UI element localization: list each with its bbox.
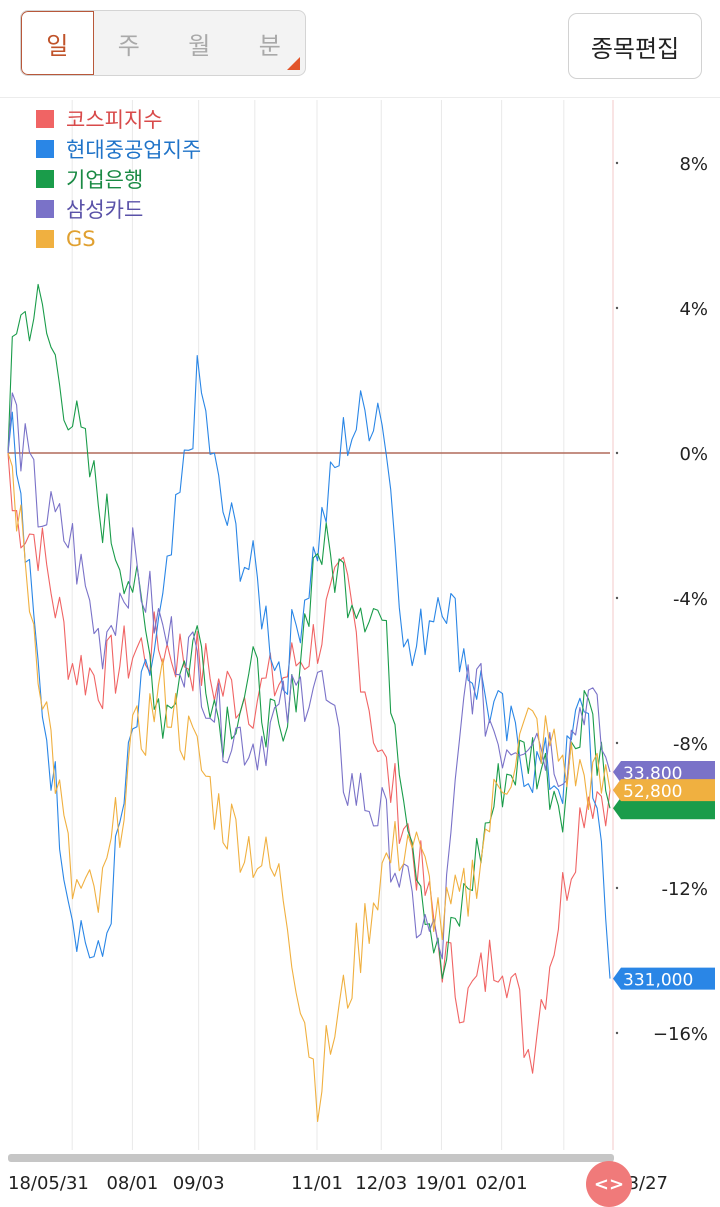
x-tick-label: 19/01	[416, 1173, 468, 1194]
last-value-tag	[613, 761, 715, 783]
last-value-tag	[613, 797, 715, 820]
x-tick-label: 11/01	[291, 1173, 343, 1194]
y-tick-mark	[615, 886, 619, 890]
legend-label: 삼성카드	[66, 198, 144, 222]
legend-item[interactable]: 현대중공업지주	[36, 134, 201, 164]
last-value-tag	[613, 779, 715, 802]
tab-day[interactable]: 일	[21, 11, 94, 75]
x-tick-label: 12/03	[355, 1173, 407, 1194]
y-tick-mark	[615, 1031, 619, 1035]
legend-item[interactable]: GS	[36, 224, 201, 254]
last-value-label: 33,800	[623, 764, 682, 784]
legend-swatch	[36, 110, 54, 128]
legend-item[interactable]: 삼성카드	[36, 194, 201, 224]
y-tick-mark	[615, 596, 619, 600]
legend-label: 현대중공업지주	[66, 138, 202, 162]
legend-item[interactable]: 코스피지수	[36, 104, 201, 134]
y-tick-label: -4%	[673, 589, 708, 610]
y-tick-label: 4%	[679, 299, 708, 320]
x-tick-label: 18/05/31	[8, 1173, 89, 1194]
chart-scrollbar[interactable]	[8, 1154, 614, 1162]
legend-item[interactable]: 기업은행	[36, 164, 201, 194]
y-tick-label: -8%	[673, 734, 708, 755]
code-arrows-icon[interactable]: <>	[586, 1161, 632, 1207]
series-line	[7, 355, 611, 979]
tab-week[interactable]: 주	[117, 31, 140, 60]
legend-swatch	[36, 140, 54, 158]
divider	[0, 97, 720, 98]
y-tick-label: −16%	[653, 1024, 708, 1045]
legend-label: GS	[66, 227, 96, 251]
legend-label: 코스피지수	[66, 108, 163, 132]
chart-legend: 코스피지수 현대중공업지주 기업은행 삼성카드 GS	[36, 104, 201, 254]
series-line	[7, 283, 611, 980]
y-tick-label: 8%	[679, 154, 708, 175]
last-value-label: 52,800	[623, 782, 682, 802]
y-tick-mark	[615, 161, 619, 165]
dropdown-corner-icon	[287, 57, 300, 70]
period-tabs: 일 주 월 분	[20, 10, 306, 76]
y-tick-mark	[615, 306, 619, 310]
legend-swatch	[36, 230, 54, 248]
x-tick-label: 08/01	[106, 1173, 158, 1194]
legend-swatch	[36, 200, 54, 218]
y-tick-label: 0%	[679, 444, 708, 465]
y-tick-mark	[615, 741, 619, 745]
series-line	[7, 452, 611, 1074]
tab-minute[interactable]: 분	[258, 31, 281, 60]
edit-stocks-button[interactable]: 종목편집	[568, 13, 702, 79]
series-line	[7, 392, 611, 960]
y-tick-mark	[615, 451, 619, 455]
x-tick-label: 09/03	[173, 1173, 225, 1194]
y-tick-label: -12%	[661, 879, 708, 900]
legend-label: 기업은행	[66, 168, 144, 192]
series-line	[7, 452, 611, 1123]
tab-month[interactable]: 월	[188, 31, 211, 60]
last-value-tag	[613, 967, 715, 990]
legend-swatch	[36, 170, 54, 188]
x-tick-label: 02/01	[476, 1173, 528, 1194]
last-value-label: 331,000	[623, 971, 693, 991]
